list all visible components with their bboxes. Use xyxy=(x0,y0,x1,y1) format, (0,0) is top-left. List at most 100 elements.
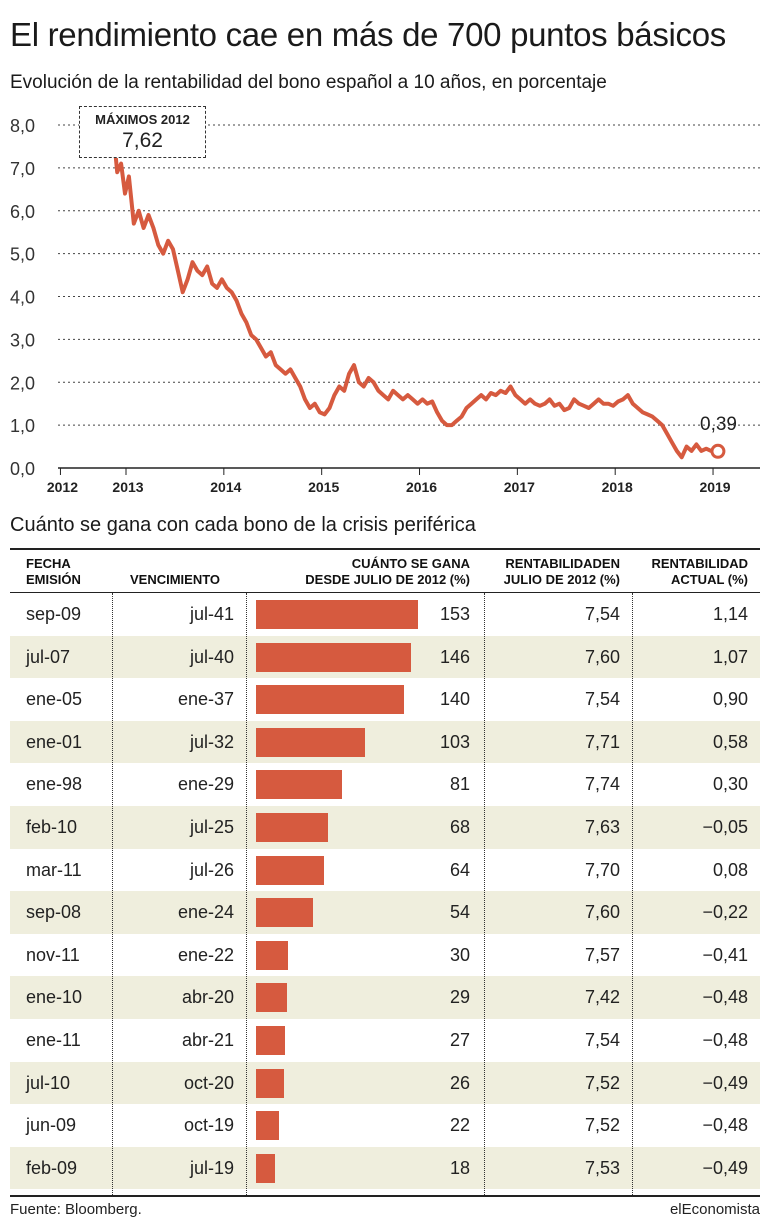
gain-bar xyxy=(256,1153,276,1183)
gain-value-cell: 103 xyxy=(439,731,470,752)
table-row: ene-05 ene-37 140 7,54 0,90 xyxy=(10,678,760,721)
table-row: ene-11 abr-21 27 7,54 −0,48 xyxy=(10,1019,760,1062)
yield-july-2012-cell: 7,52 xyxy=(584,1115,620,1136)
fecha-emision-cell: ene-05 xyxy=(26,689,83,710)
table-row: jun-09 oct-19 22 7,52 −0,48 xyxy=(10,1104,760,1147)
x-tick-label: 2014 xyxy=(210,479,241,495)
yield-current-cell: 1,14 xyxy=(712,604,748,624)
gain-value-cell: 68 xyxy=(449,816,470,837)
gain-value-cell: 140 xyxy=(439,689,470,710)
yield-current-cell: 0,30 xyxy=(712,774,748,795)
yield-july-2012-cell: 7,52 xyxy=(584,1072,620,1093)
gain-value-cell: 54 xyxy=(449,902,470,923)
table-row: jul-07 jul-40 146 7,60 1,07 xyxy=(10,635,760,679)
y-tick-label: 1,0 xyxy=(10,416,35,436)
yield-current-cell: 0,58 xyxy=(712,731,748,752)
gain-bar xyxy=(256,812,328,842)
gain-bar xyxy=(256,898,314,928)
x-tick-label: 2018 xyxy=(602,479,633,495)
source-note: Fuente: Bloomberg. xyxy=(10,1201,142,1218)
fecha-emision-cell: feb-10 xyxy=(26,816,78,837)
header-rentabilidad-actual: RENTABILIDAD ACTUAL (%) xyxy=(651,556,748,588)
gain-value-cell: 18 xyxy=(449,1157,470,1178)
header-fecha-line2: EMISIÓN xyxy=(26,572,81,587)
x-tick-label: 2015 xyxy=(308,479,339,495)
yield-current-cell: −0,05 xyxy=(702,816,748,837)
yield-current-cell: 1,07 xyxy=(712,646,748,667)
max-2012-annotation: MÁXIMOS 2012 7,62 xyxy=(79,106,206,158)
gain-value-cell: 22 xyxy=(449,1115,470,1136)
column-separator xyxy=(632,593,633,1197)
fecha-emision-cell: jun-09 xyxy=(26,1115,77,1136)
publisher-brand: elEconomista xyxy=(669,1201,760,1218)
yield-series-line xyxy=(112,139,720,460)
header-fecha-line1: FECHA xyxy=(26,556,71,571)
gain-bar xyxy=(256,770,342,800)
vencimiento-cell: jul-41 xyxy=(189,604,234,624)
vencimiento-cell: ene-37 xyxy=(177,689,234,710)
table-bottom-rule xyxy=(10,1195,760,1197)
gain-value-cell: 153 xyxy=(439,604,470,624)
yield-current-cell: −0,49 xyxy=(702,1157,748,1178)
x-tick-label: 2016 xyxy=(406,479,437,495)
bond-table-body: sep-09 jul-41 153 7,54 1,14 jul-07 jul-40 146 7,… xyxy=(10,593,760,1190)
vencimiento-cell: oct-19 xyxy=(183,1115,234,1136)
gain-bar xyxy=(256,940,288,970)
yield-july-2012-cell: 7,42 xyxy=(584,987,620,1008)
gain-value-cell: 64 xyxy=(449,859,470,880)
vencimiento-cell: ene-29 xyxy=(177,774,234,795)
column-separator xyxy=(112,593,113,1197)
gain-bar xyxy=(256,685,405,715)
header-rent-line2: ACTUAL (%) xyxy=(670,572,748,587)
yield-july-2012-cell: 7,63 xyxy=(584,816,620,837)
yield-current-cell: −0,48 xyxy=(702,1115,748,1136)
table-title: Cuánto se gana con cada bono de la crisi… xyxy=(10,514,476,536)
table-top-rule xyxy=(10,548,760,550)
gain-value-cell: 30 xyxy=(449,944,470,965)
max-2012-value: 7,62 xyxy=(122,129,163,152)
header-rentj-line1: RENTABILIDADEN xyxy=(505,556,620,571)
yield-current-cell: −0,48 xyxy=(702,1029,748,1050)
gain-bar xyxy=(256,727,366,757)
y-tick-label: 8,0 xyxy=(10,116,35,136)
table-row: nov-11 ene-22 30 7,57 −0,41 xyxy=(10,934,760,977)
yield-july-2012-cell: 7,53 xyxy=(584,1157,620,1178)
y-tick-label: 0,0 xyxy=(10,459,35,479)
column-separator xyxy=(246,593,247,1197)
vencimiento-cell: jul-32 xyxy=(189,731,234,752)
column-separator xyxy=(484,593,485,1197)
fecha-emision-cell: ene-98 xyxy=(26,774,83,795)
header-cuanto-se-gana: CUÁNTO SE GANA DESDE JULIO DE 2012 (%) xyxy=(305,556,470,588)
header-vencimiento: VENCIMIENTO xyxy=(130,572,221,587)
x-tick-label: 2019 xyxy=(699,479,730,495)
table-row: jul-10 oct-20 26 7,52 −0,49 xyxy=(10,1061,760,1105)
yield-current-cell: −0,41 xyxy=(702,944,748,965)
yield-current-cell: 0,08 xyxy=(712,859,748,880)
vencimiento-cell: jul-26 xyxy=(189,859,234,880)
y-tick-label: 3,0 xyxy=(10,330,35,350)
table-row: ene-98 ene-29 81 7,74 0,30 xyxy=(10,763,760,806)
gain-value-cell: 26 xyxy=(449,1072,470,1093)
chart-subtitle: Evolución de la rentabilidad del bono es… xyxy=(10,72,607,93)
yield-july-2012-cell: 7,57 xyxy=(584,944,620,965)
yield-july-2012-cell: 7,60 xyxy=(584,902,620,923)
header-gana-line2: DESDE JULIO DE 2012 (%) xyxy=(305,572,470,587)
max-2012-label: MÁXIMOS 2012 xyxy=(95,112,190,127)
y-tick-label: 5,0 xyxy=(10,245,35,265)
table-row: sep-09 jul-41 153 7,54 1,14 xyxy=(10,593,760,636)
yield-july-2012-cell: 7,54 xyxy=(584,604,620,624)
gain-bar xyxy=(256,855,324,885)
y-tick-label: 7,0 xyxy=(10,159,35,179)
vencimiento-cell: jul-40 xyxy=(189,646,234,667)
header-rule xyxy=(10,592,760,593)
vencimiento-cell: jul-19 xyxy=(189,1157,234,1178)
fecha-emision-cell: nov-11 xyxy=(26,944,80,965)
yield-current-cell: 0,90 xyxy=(712,689,748,710)
fecha-emision-cell: sep-08 xyxy=(26,902,82,923)
yield-current-cell: −0,48 xyxy=(702,987,748,1008)
y-tick-label: 4,0 xyxy=(10,288,35,308)
yield-line-chart: 0,0 1,0 2,0 3,0 4,0 5,0 6,0 7,0 8,0 2012 2013 2014 2… xyxy=(10,116,760,495)
gain-bar xyxy=(256,1111,280,1141)
yield-july-2012-cell: 7,54 xyxy=(584,1029,620,1050)
table-row: feb-09 jul-19 18 7,53 −0,49 xyxy=(10,1146,760,1190)
